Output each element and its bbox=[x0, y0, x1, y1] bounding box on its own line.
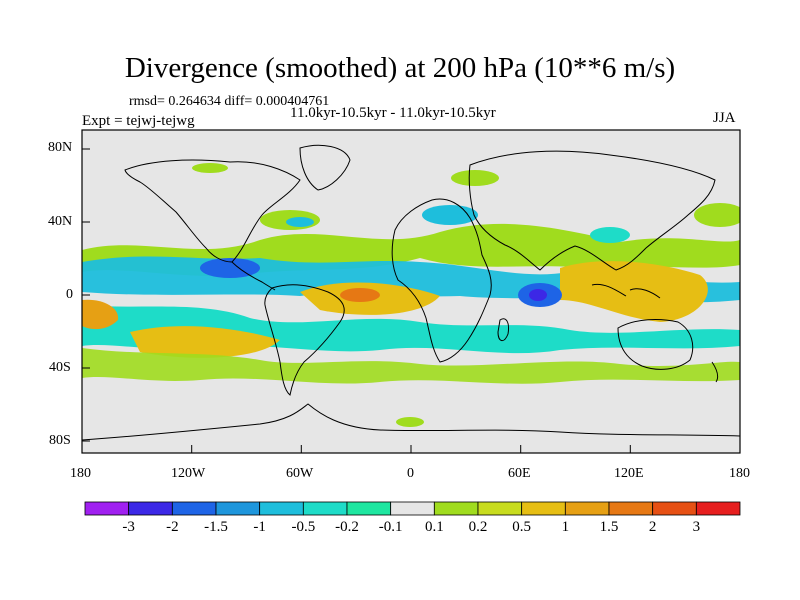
lat-label-80n: 80N bbox=[48, 140, 73, 155]
lat-label-40n: 40N bbox=[48, 214, 73, 229]
field-dark-blue-indian bbox=[529, 289, 547, 301]
field-green-southern bbox=[82, 348, 740, 384]
coastline-south-america bbox=[264, 284, 345, 396]
colorbar-label: -0.1 bbox=[378, 519, 403, 535]
colorbar-label: 1.5 bbox=[599, 519, 619, 535]
lon-label-60e: 60E bbox=[508, 466, 531, 481]
field-green-arctic bbox=[192, 163, 228, 173]
field-green-arctic-asia bbox=[451, 170, 499, 186]
colorbar-swatch bbox=[521, 501, 566, 516]
colorbar-swatch bbox=[652, 501, 697, 516]
colorbar-label: 0.5 bbox=[512, 519, 532, 535]
colorbar-swatch bbox=[390, 501, 435, 516]
colorbar-label: -0.5 bbox=[291, 519, 316, 535]
stats-line: rmsd= 0.264634 diff= 0.000404761 bbox=[129, 94, 330, 109]
colorbar-label: -1.5 bbox=[204, 519, 228, 535]
colorbar-swatch bbox=[171, 501, 217, 516]
field-cyan-europe bbox=[422, 205, 478, 225]
coastline-europe-africa bbox=[391, 198, 492, 363]
lat-label-40s: 40S bbox=[49, 360, 71, 375]
lon-label-60w: 60W bbox=[286, 466, 314, 481]
coastline-madagascar bbox=[497, 318, 509, 341]
field-orange-southwest bbox=[82, 299, 119, 330]
colorbar-swatch bbox=[215, 501, 261, 516]
colorbar bbox=[84, 501, 741, 516]
colorbar-label: -1 bbox=[253, 519, 266, 535]
colorbar-swatch bbox=[695, 501, 741, 516]
colorbar-label: 0.1 bbox=[424, 519, 444, 535]
field-cyan-pacific-north bbox=[590, 227, 630, 243]
field-blue-caribbean bbox=[200, 258, 260, 278]
colorbar-label: -3 bbox=[122, 519, 135, 535]
coastline-maritime-continent bbox=[591, 283, 661, 299]
coastline-australia bbox=[617, 319, 694, 370]
field-green-antarctic-coast bbox=[396, 417, 424, 427]
experiment-label: Expt = tejwj-tejwg bbox=[82, 113, 195, 129]
divergence-field bbox=[82, 163, 740, 427]
coastline-new-zealand bbox=[711, 361, 719, 383]
colorbar-swatch bbox=[259, 501, 304, 516]
season-label: JJA bbox=[713, 110, 736, 126]
coastline-greenland bbox=[299, 144, 351, 191]
lon-label-180w: 180 bbox=[70, 466, 91, 481]
colorbar-swatch bbox=[302, 501, 348, 516]
colorbar-label: -2 bbox=[166, 519, 179, 535]
colorbar-label: 0.2 bbox=[468, 519, 488, 535]
colorbar-swatch bbox=[433, 501, 479, 516]
colorbar-label: 2 bbox=[648, 519, 657, 535]
field-warm-westpacific bbox=[560, 261, 708, 322]
lon-label-120e: 120E bbox=[614, 466, 644, 481]
colorbar-swatch bbox=[346, 501, 392, 516]
colorbar-swatch bbox=[84, 501, 130, 516]
field-orange-band-south bbox=[130, 326, 280, 358]
lat-label-0: 0 bbox=[66, 287, 73, 302]
coastline-north-america bbox=[124, 159, 301, 263]
coastline-antarctica bbox=[81, 403, 741, 441]
colorbar-swatch bbox=[477, 501, 523, 516]
period-label: 11.0kyr-10.5kyr - 11.0kyr-10.5kyr bbox=[290, 105, 496, 121]
field-green-pacific-north bbox=[694, 203, 740, 227]
colorbar-swatch bbox=[608, 501, 654, 516]
field-red-atlantic bbox=[340, 288, 380, 302]
coastline-asia bbox=[468, 150, 716, 271]
colorbar-label: 3 bbox=[692, 519, 701, 535]
lon-label-120w: 120W bbox=[171, 466, 206, 481]
chart-title: Divergence (smoothed) at 200 hPa (10**6 … bbox=[124, 52, 676, 84]
axis-ticks bbox=[81, 148, 741, 453]
colorbar-swatch bbox=[564, 501, 610, 516]
lat-label-80s: 80S bbox=[49, 433, 71, 448]
colorbar-swatch bbox=[128, 501, 173, 516]
lon-label-180e: 180 bbox=[729, 466, 750, 481]
coastlines bbox=[81, 144, 741, 441]
colorbar-label: -0.2 bbox=[335, 519, 359, 535]
field-cyan-atlantic-north bbox=[286, 217, 314, 227]
colorbar-label: 1 bbox=[561, 519, 570, 535]
lon-label-0: 0 bbox=[407, 466, 414, 481]
